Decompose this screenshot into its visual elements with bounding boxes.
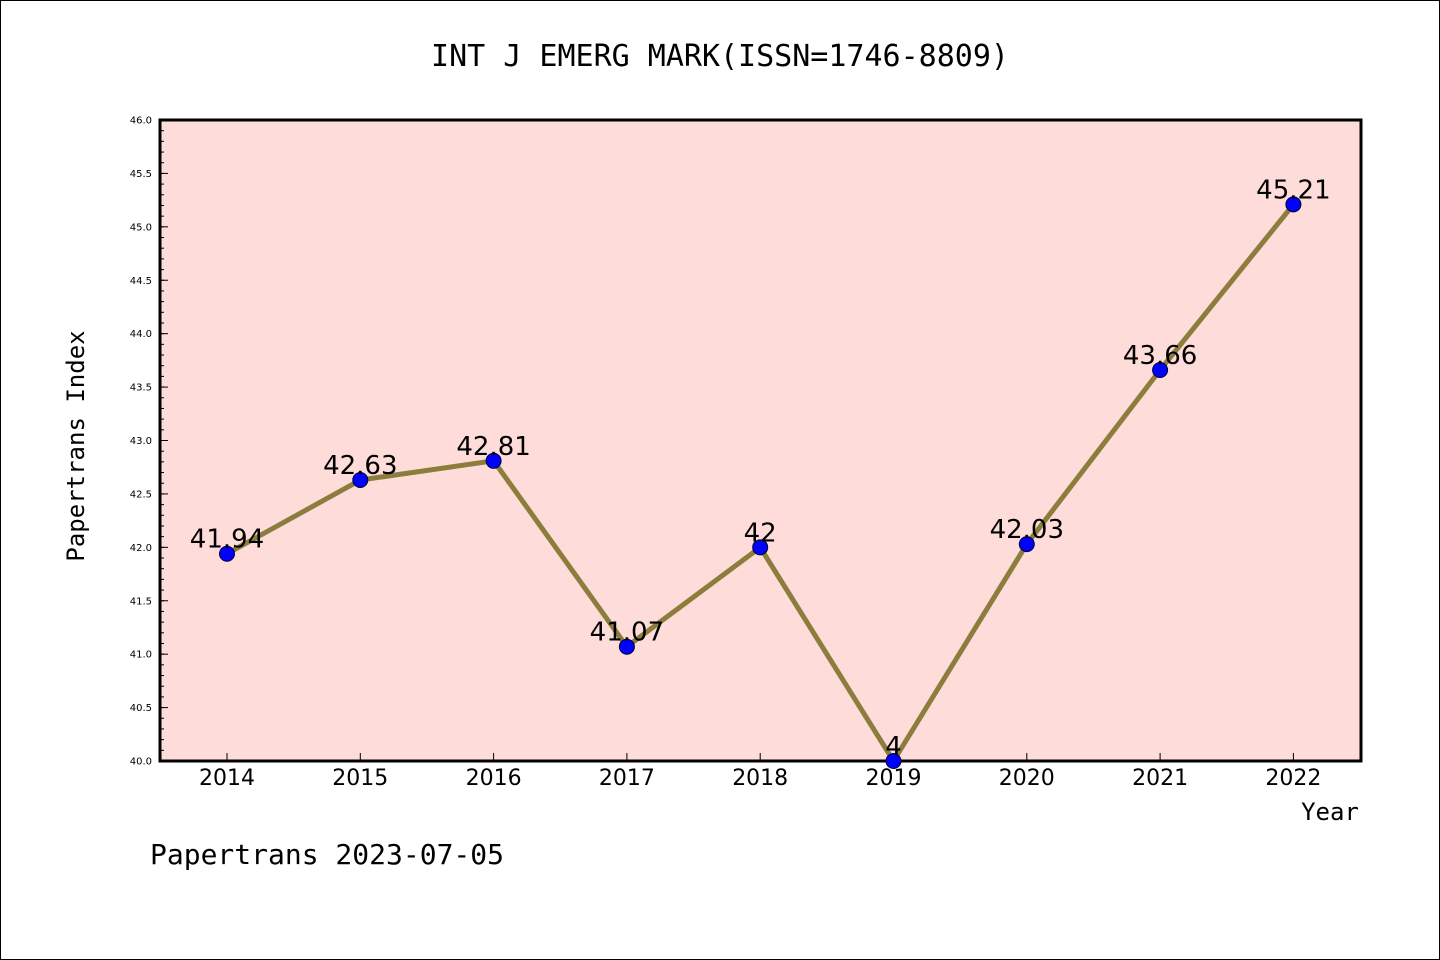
data-point (1285, 196, 1302, 213)
x-tick-label: 2015 (332, 766, 388, 791)
y-tick-label: 44.5 (130, 276, 152, 287)
data-point (752, 539, 769, 556)
y-tick-label: 46.0 (130, 116, 152, 127)
x-tick-label: 2021 (1132, 766, 1188, 791)
data-label: 43.66 (1123, 341, 1197, 371)
y-tick-label: 43.0 (130, 436, 152, 447)
y-tick-label: 41.0 (130, 650, 152, 661)
y-tick-label: 40.0 (130, 757, 152, 768)
data-label: 42.81 (456, 432, 530, 462)
x-tick-label: 2016 (466, 766, 522, 791)
series-group: 41.94 42.63 42.81 41.07 42 4 42.03 43.66 45.21 (190, 175, 1331, 769)
y-tick-label: 44.0 (130, 329, 152, 340)
chart-title: INT J EMERG MARK(ISSN=1746-8809) (431, 39, 1009, 74)
data-label: 41.07 (590, 618, 664, 648)
y-tick-label: 42.5 (130, 489, 152, 500)
data-point (352, 472, 369, 489)
data-label: 41.94 (190, 525, 264, 555)
axis-ticks: 40.0 40.5 41.0 41.5 42.0 42.5 43.0 43.5 44.0 44.5… (130, 116, 1322, 792)
data-point (219, 545, 235, 562)
y-tick-label: 41.5 (130, 596, 152, 607)
data-point (885, 753, 902, 769)
plot-area (158, 118, 1363, 763)
data-point (1152, 361, 1169, 378)
footer-credit: Papertrans 2023-07-05 (150, 838, 504, 871)
x-tick-label: 2020 (999, 766, 1055, 791)
y-tick-label: 43.5 (130, 383, 152, 394)
x-tick-label: 2019 (866, 766, 922, 791)
y-axis-title: Papertrans Index (62, 330, 90, 561)
y-tick-label: 40.5 (130, 703, 152, 714)
data-point (485, 452, 502, 469)
y-tick-label: 42.0 (130, 543, 152, 554)
x-tick-label: 2018 (732, 766, 788, 791)
data-label: 45.21 (1256, 175, 1330, 205)
data-label: 42.63 (323, 451, 397, 481)
data-label: 42 (744, 518, 777, 548)
y-tick-label: 45.0 (130, 222, 152, 233)
data-label: 4 (885, 732, 902, 762)
data-point (1018, 536, 1035, 553)
x-tick-label: 2014 (199, 766, 255, 791)
data-label: 42.03 (990, 515, 1064, 545)
y-tick-label: 45.5 (130, 169, 152, 180)
x-axis-title: Year (1301, 798, 1359, 826)
data-point (618, 638, 635, 655)
x-tick-label: 2017 (599, 766, 655, 791)
x-tick-label: 2022 (1265, 766, 1321, 791)
